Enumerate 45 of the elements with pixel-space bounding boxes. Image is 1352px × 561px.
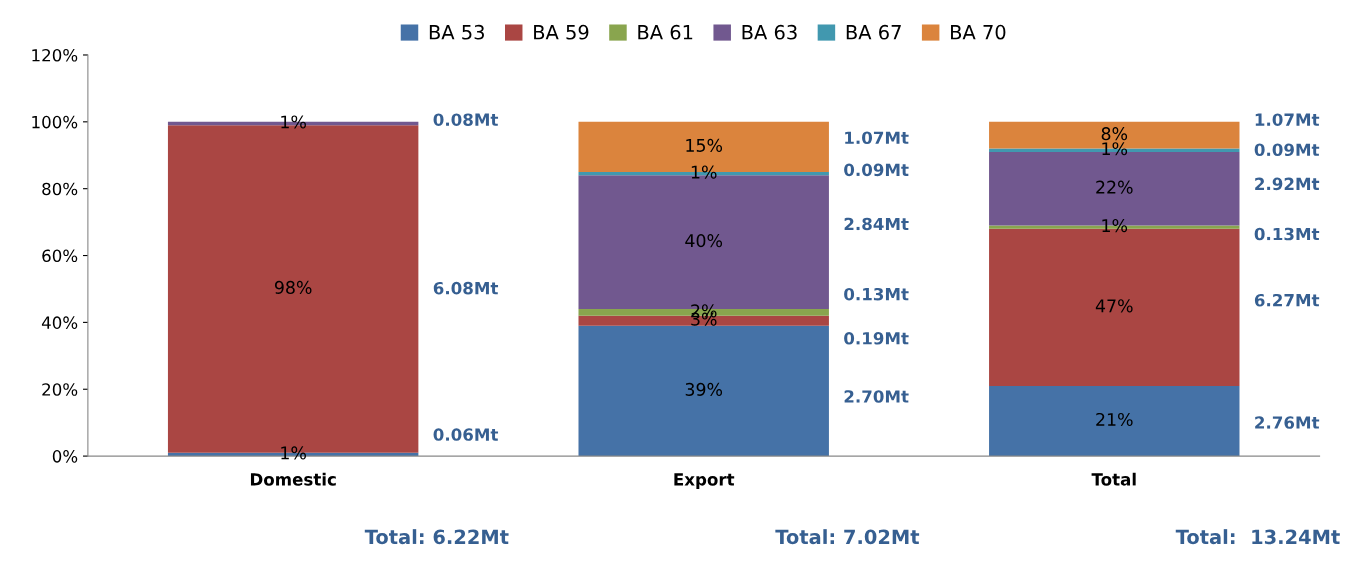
annotation: 2.76Mt (1255, 416, 1320, 429)
bar (989, 385, 1240, 457)
annotation: 0.13Mt (844, 287, 909, 301)
annotation: 2.92Mt (1255, 177, 1320, 191)
data-label: 8% (1101, 127, 1128, 141)
text: Total: 6.22Mt (364, 529, 509, 545)
annotation: 6.27Mt (1254, 293, 1320, 307)
annotation: 0.06Mt (433, 428, 499, 441)
legend-label: BA 70 (951, 24, 1006, 40)
legend-label: BA 67 (846, 24, 901, 40)
x-tick-label: Domestic (250, 472, 336, 486)
text: Total: 7.02Mt (775, 529, 920, 545)
data-label: 1% (1102, 219, 1128, 233)
legend-label: BA 59 (534, 24, 589, 40)
y-tick-label: 20% (42, 383, 78, 396)
legend-label: BA 61 (638, 24, 693, 40)
data-label: 39% (685, 382, 723, 396)
annotation: 0.19Mt (844, 332, 909, 345)
bar (578, 325, 829, 457)
x-tick-label: Export (674, 473, 735, 489)
y-tick-label: 0% (52, 450, 78, 463)
annotation: 2.70Mt (844, 390, 909, 403)
annotation: 0.13Mt (1254, 227, 1320, 241)
legend-label: BA 53 (429, 24, 484, 40)
y-tick-label: 100% (32, 115, 78, 129)
legend-label: BA 63 (742, 24, 797, 40)
x-tick-label: Total (1091, 472, 1136, 486)
y-tick-label: 40% (41, 316, 78, 329)
annotation: 2.84Mt (844, 217, 909, 231)
data-label: 15% (686, 138, 723, 152)
text: Total: 13.24Mt (1175, 529, 1340, 545)
annotation: 0.09Mt (844, 163, 909, 177)
annotation: 0.08Mt (433, 113, 499, 126)
data-label: 98% (274, 280, 312, 294)
annotation: 6.08Mt (433, 281, 499, 295)
annotation: 0.09Mt (1254, 143, 1320, 157)
y-tick-label: 120% (32, 48, 78, 62)
data-label: 47% (1095, 299, 1133, 313)
data-label: 22% (1096, 180, 1133, 194)
y-tick-label: 80% (42, 182, 78, 196)
data-label: 21% (1096, 412, 1133, 427)
y-tick-label: 60% (42, 249, 78, 263)
annotation: 1.07Mt (845, 131, 909, 145)
annotation: 1.07Mt (1255, 113, 1320, 126)
data-label: 40% (685, 234, 723, 248)
